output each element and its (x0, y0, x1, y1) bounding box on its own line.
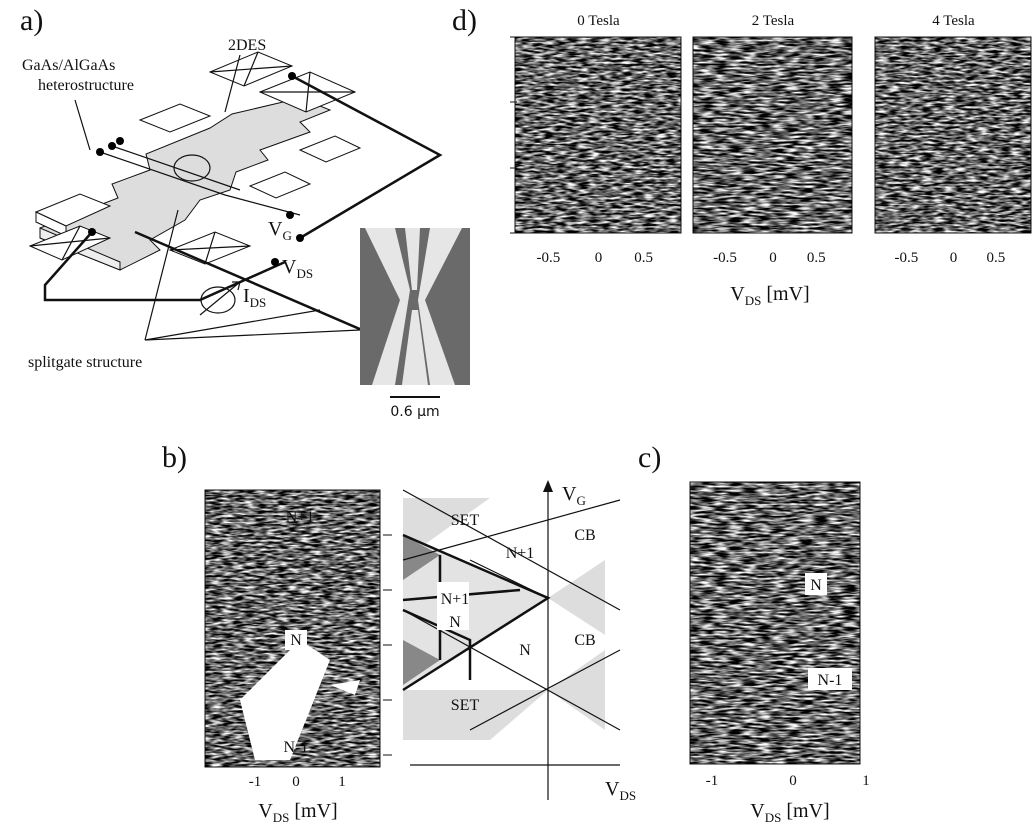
x-tick-label: 1 (862, 773, 870, 789)
panel-label: a) (20, 4, 43, 37)
measurement-texture (875, 37, 1031, 233)
measurement-texture (690, 482, 860, 764)
axis-label: VDS[mV] (258, 800, 337, 825)
image-title: 4 Tesla (932, 13, 975, 29)
material-label: GaAs/AlGaAs (22, 57, 115, 74)
axis-label: VDS[mV] (750, 800, 829, 825)
region-label: CB (574, 632, 595, 649)
x-tick-label: 0.5 (987, 250, 1006, 266)
current-label: IDS (243, 285, 266, 310)
x-tick-label: 0 (292, 774, 300, 790)
x-tick-label: -0.5 (537, 250, 561, 266)
region-label: SET (451, 697, 480, 714)
material-label: heterostructure (38, 77, 134, 94)
magnetic-field-images: 0 Tesla -0.5 0 0.5 2 Tesla -0.5 0 0.5 4 Tesla -0.… (510, 13, 1031, 266)
axis-label: VG (562, 483, 586, 508)
x-tick-label: 0 (595, 250, 603, 266)
region-label: SET (451, 512, 480, 529)
region-label: CB (574, 527, 595, 544)
region-label: N-1 (284, 739, 309, 756)
x-tick-label: 0 (769, 250, 777, 266)
region-label: N+1 (286, 509, 315, 526)
scale-label: 0.6 µm (390, 404, 439, 420)
x-tick-label: -1 (706, 773, 719, 789)
measurement-texture (515, 37, 681, 233)
x-tick-label: -1 (249, 774, 262, 790)
x-tick-label: 1 (338, 774, 346, 790)
region-label: N (290, 632, 302, 649)
axis-label: VDS[mV] (730, 283, 809, 308)
x-tick-label: 0.5 (634, 250, 653, 266)
panel-label: b) (162, 441, 187, 474)
image-title: 2 Tesla (752, 13, 795, 29)
region-label: N+1 (441, 591, 470, 608)
region-label: N (810, 577, 822, 594)
measurement-texture (693, 37, 852, 233)
x-tick-label: 0 (950, 250, 958, 266)
region-label: N (519, 642, 531, 659)
drain-label: VDS (282, 256, 313, 281)
region-label: N+1 (506, 545, 535, 562)
x-tick-label: -0.5 (713, 250, 737, 266)
axis-label: VDS (605, 778, 636, 803)
figure: a) GaAs/AlGaAs heterostructure 2DES VG V… (0, 0, 1032, 830)
x-tick-label: 0.5 (807, 250, 826, 266)
panel-label: d) (452, 4, 477, 37)
right-ticks (383, 535, 392, 755)
sem-inset (360, 228, 470, 397)
image-title: 0 Tesla (577, 13, 620, 29)
layer-label: 2DES (228, 37, 266, 54)
region-label: N (449, 614, 461, 631)
splitgate-label: splitgate structure (28, 354, 142, 371)
x-tick-label: 0 (789, 773, 797, 789)
region-label: N-1 (818, 672, 843, 689)
gate-label: VG (268, 218, 292, 243)
x-tick-label: -0.5 (895, 250, 919, 266)
panel-label: c) (638, 441, 661, 474)
